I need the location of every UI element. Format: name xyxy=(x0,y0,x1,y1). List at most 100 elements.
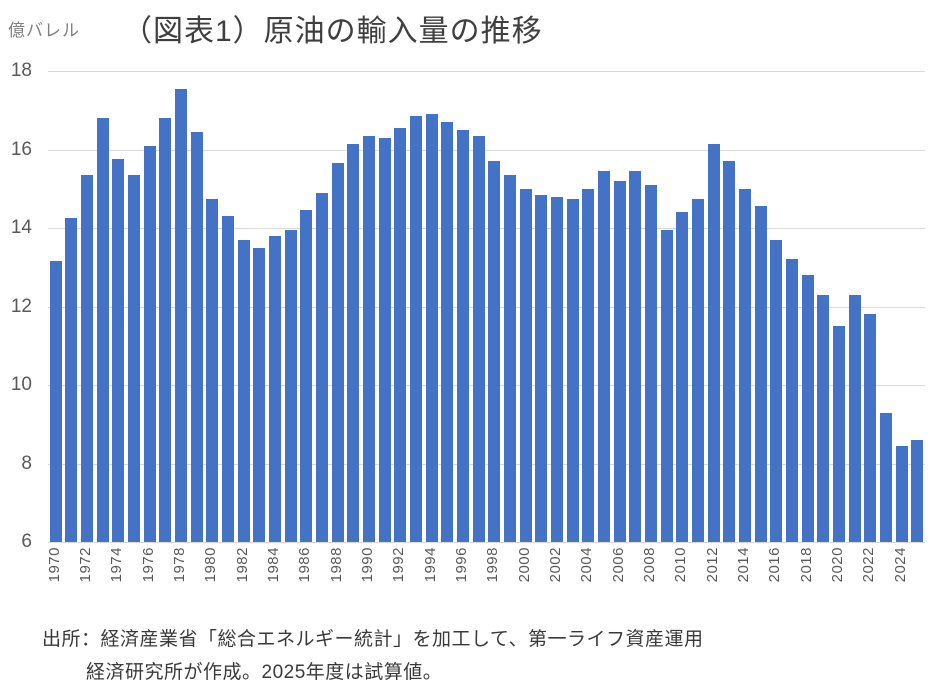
x-tick-label-1990: 1990 xyxy=(359,547,377,583)
bar-2003 xyxy=(566,198,579,542)
x-tick-label-1998: 1998 xyxy=(484,547,502,583)
x-tick-label-2016: 2016 xyxy=(766,547,784,583)
bar-2011 xyxy=(691,198,704,542)
bar-2010 xyxy=(676,212,689,542)
bar-1986 xyxy=(300,210,313,542)
x-tick-label-2020: 2020 xyxy=(828,547,846,583)
bar-1983 xyxy=(253,247,266,542)
x-tick-label-1974: 1974 xyxy=(108,547,126,583)
bar-2015 xyxy=(754,206,767,542)
bar-2006 xyxy=(613,180,626,542)
bar-1974 xyxy=(112,159,125,542)
y-tick-label-10: 10 xyxy=(10,374,32,395)
x-tick-label-2008: 2008 xyxy=(640,547,658,583)
bar-1972 xyxy=(81,175,94,542)
bar-1998 xyxy=(488,161,501,542)
source-note-line-2: 経済研究所が作成。2025年度は試算値。 xyxy=(86,662,443,683)
x-tick-label-1982: 1982 xyxy=(233,547,251,583)
bar-1975 xyxy=(128,175,141,542)
x-tick-label-2024: 2024 xyxy=(891,547,909,583)
bar-1995 xyxy=(441,122,454,542)
bar-1976 xyxy=(143,145,156,542)
gridline-12 xyxy=(48,306,925,308)
x-tick-label-1972: 1972 xyxy=(77,547,95,583)
bar-2023 xyxy=(879,412,892,542)
x-tick-label-1984: 1984 xyxy=(265,547,283,583)
x-tick-label-1988: 1988 xyxy=(327,547,345,583)
bar-1971 xyxy=(65,218,78,542)
x-tick-label-2002: 2002 xyxy=(546,547,564,583)
x-tick-label-2010: 2010 xyxy=(672,547,690,583)
x-tick-label-1976: 1976 xyxy=(139,547,157,583)
gridline-18 xyxy=(48,71,925,72)
bar-1993 xyxy=(410,116,423,542)
bar-2022 xyxy=(864,314,877,542)
bar-2018 xyxy=(801,275,814,542)
x-tick-label-2004: 2004 xyxy=(578,547,596,583)
bar-2024 xyxy=(895,445,908,542)
bar-1999 xyxy=(503,175,516,542)
bar-1992 xyxy=(394,127,407,542)
source-note-line-1: 出所：経済産業省「総合エネルギー統計」を加工して、第一ライフ資産運用 xyxy=(42,629,704,650)
bar-1979 xyxy=(190,131,203,542)
x-tick-label-1992: 1992 xyxy=(390,547,408,583)
x-tick-label-1996: 1996 xyxy=(453,547,470,583)
bar-1988 xyxy=(331,163,344,542)
bar-2004 xyxy=(582,188,595,542)
x-tick-label-2018: 2018 xyxy=(797,547,815,583)
gridline-14 xyxy=(48,228,925,229)
bar-2014 xyxy=(738,188,751,542)
bar-1984 xyxy=(269,235,282,542)
gridline-8 xyxy=(48,463,925,465)
y-tick-label-6: 6 xyxy=(21,531,32,552)
bar-2007 xyxy=(629,171,642,542)
gridline-6 xyxy=(48,542,925,543)
x-tick-label-1978: 1978 xyxy=(171,547,189,583)
bar-2021 xyxy=(848,294,861,542)
x-tick-label-1980: 1980 xyxy=(202,547,220,583)
bar-1985 xyxy=(284,230,297,542)
x-tick-label-2022: 2022 xyxy=(860,547,878,583)
x-tick-label-2000: 2000 xyxy=(515,547,533,583)
y-axis: 18 16 14 12 10 8 6 xyxy=(0,60,38,552)
y-axis-unit-label: 億バレル xyxy=(8,21,80,40)
bar-2019 xyxy=(817,294,830,542)
y-tick-label-14: 14 xyxy=(10,217,32,238)
bar-2025 xyxy=(911,440,924,542)
bar-2020 xyxy=(832,326,845,542)
bar-1977 xyxy=(159,118,172,542)
bar-1997 xyxy=(472,135,485,542)
y-tick-label-12: 12 xyxy=(10,295,32,317)
y-tick-label-16: 16 xyxy=(10,138,32,160)
x-tick-label-2012: 2012 xyxy=(703,547,721,583)
x-tick-label-1970: 1970 xyxy=(45,547,63,583)
y-tick-label-8: 8 xyxy=(21,452,32,474)
bar-2016 xyxy=(770,239,783,542)
bar-2012 xyxy=(707,143,720,542)
bar-1987 xyxy=(316,192,329,542)
bar-1970 xyxy=(49,261,62,542)
bar-2001 xyxy=(535,194,548,542)
bar-1982 xyxy=(237,239,250,542)
bar-2017 xyxy=(785,259,798,542)
bar-2008 xyxy=(644,184,657,542)
chart-title: （図表1）原油の輸入量の推移 xyxy=(122,15,543,48)
bar-1990 xyxy=(363,135,376,542)
bar-1991 xyxy=(378,137,391,542)
bar-1980 xyxy=(206,198,219,542)
bar-1989 xyxy=(347,143,360,542)
x-tick-label-2014: 2014 xyxy=(734,547,752,583)
bar-2002 xyxy=(550,196,563,542)
x-tick-label-2006: 2006 xyxy=(609,547,627,583)
bar-1996 xyxy=(457,129,469,542)
bar-2009 xyxy=(660,230,673,542)
bar-1981 xyxy=(222,216,235,542)
x-tick-label-1986: 1986 xyxy=(296,547,314,583)
gridline-16 xyxy=(48,149,925,151)
y-tick-label-18: 18 xyxy=(10,60,32,81)
bar-1973 xyxy=(96,118,109,542)
gridline-10 xyxy=(48,385,925,386)
bar-2013 xyxy=(723,161,736,542)
bar-1994 xyxy=(425,114,438,542)
